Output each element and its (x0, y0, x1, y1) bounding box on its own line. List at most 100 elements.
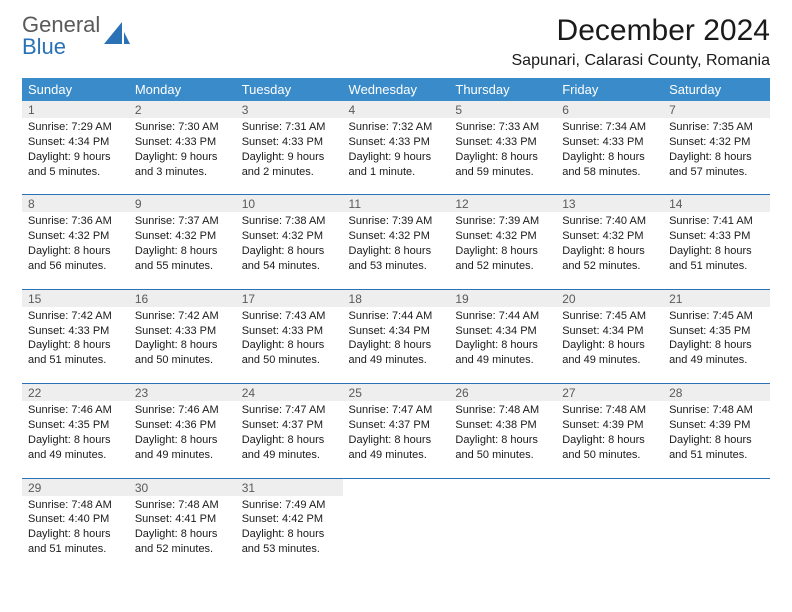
logo: General Blue (22, 14, 130, 58)
day-number: 19 (449, 290, 556, 307)
day-number: 18 (343, 290, 450, 307)
day-number: 30 (129, 479, 236, 496)
sunset-text: Sunset: 4:32 PM (28, 229, 123, 244)
daylight-text: Daylight: 8 hours and 51 minutes. (669, 433, 764, 463)
daylight-text: Daylight: 8 hours and 49 minutes. (349, 433, 444, 463)
day-header: Wednesday (343, 78, 450, 101)
sunrise-text: Sunrise: 7:47 AM (242, 403, 337, 418)
sunrise-text: Sunrise: 7:34 AM (562, 120, 657, 135)
daylight-text: Daylight: 8 hours and 53 minutes. (242, 527, 337, 557)
header: General Blue December 2024 Sapunari, Cal… (22, 14, 770, 70)
day-number: 20 (556, 290, 663, 307)
day-cell: Sunrise: 7:48 AMSunset: 4:39 PMDaylight:… (556, 401, 663, 468)
daylight-text: Daylight: 8 hours and 58 minutes. (562, 150, 657, 180)
day-number: 29 (22, 479, 129, 496)
sunset-text: Sunset: 4:33 PM (135, 324, 230, 339)
sunrise-text: Sunrise: 7:45 AM (669, 309, 764, 324)
sunrise-text: Sunrise: 7:44 AM (455, 309, 550, 324)
sunrise-text: Sunrise: 7:48 AM (135, 498, 230, 513)
day-header: Thursday (449, 78, 556, 101)
sunset-text: Sunset: 4:33 PM (349, 135, 444, 150)
day-number: 11 (343, 195, 450, 212)
day-number: 4 (343, 101, 450, 118)
sunrise-text: Sunrise: 7:30 AM (135, 120, 230, 135)
sunrise-text: Sunrise: 7:32 AM (349, 120, 444, 135)
day-number-row: 891011121314 (22, 195, 770, 212)
sunset-text: Sunset: 4:41 PM (135, 512, 230, 527)
day-data-row: Sunrise: 7:42 AMSunset: 4:33 PMDaylight:… (22, 307, 770, 374)
day-number: 3 (236, 101, 343, 118)
daylight-text: Daylight: 8 hours and 52 minutes. (562, 244, 657, 274)
day-number: 6 (556, 101, 663, 118)
sunrise-text: Sunrise: 7:35 AM (669, 120, 764, 135)
day-cell: Sunrise: 7:47 AMSunset: 4:37 PMDaylight:… (236, 401, 343, 468)
logo-text-general: General (22, 14, 100, 36)
sunrise-text: Sunrise: 7:33 AM (455, 120, 550, 135)
day-number-row: 15161718192021 (22, 290, 770, 307)
daylight-text: Daylight: 8 hours and 55 minutes. (135, 244, 230, 274)
day-cell: Sunrise: 7:34 AMSunset: 4:33 PMDaylight:… (556, 118, 663, 185)
sunrise-text: Sunrise: 7:37 AM (135, 214, 230, 229)
day-number: 24 (236, 384, 343, 401)
daylight-text: Daylight: 9 hours and 1 minute. (349, 150, 444, 180)
daylight-text: Daylight: 8 hours and 51 minutes. (28, 338, 123, 368)
day-number: 16 (129, 290, 236, 307)
day-number: 12 (449, 195, 556, 212)
daylight-text: Daylight: 8 hours and 50 minutes. (455, 433, 550, 463)
sunset-text: Sunset: 4:32 PM (455, 229, 550, 244)
daylight-text: Daylight: 8 hours and 49 minutes. (669, 338, 764, 368)
sunset-text: Sunset: 4:35 PM (28, 418, 123, 433)
daylight-text: Daylight: 8 hours and 50 minutes. (242, 338, 337, 368)
day-number: 31 (236, 479, 343, 496)
day-cell: Sunrise: 7:36 AMSunset: 4:32 PMDaylight:… (22, 212, 129, 279)
day-number: 2 (129, 101, 236, 118)
day-cell: Sunrise: 7:41 AMSunset: 4:33 PMDaylight:… (663, 212, 770, 279)
day-data-row: Sunrise: 7:46 AMSunset: 4:35 PMDaylight:… (22, 401, 770, 468)
day-number: 14 (663, 195, 770, 212)
sunset-text: Sunset: 4:32 PM (669, 135, 764, 150)
day-cell: Sunrise: 7:40 AMSunset: 4:32 PMDaylight:… (556, 212, 663, 279)
day-cell: Sunrise: 7:31 AMSunset: 4:33 PMDaylight:… (236, 118, 343, 185)
day-number: 1 (22, 101, 129, 118)
logo-text-blue: Blue (22, 36, 100, 58)
day-cell: Sunrise: 7:48 AMSunset: 4:41 PMDaylight:… (129, 496, 236, 563)
daylight-text: Daylight: 8 hours and 49 minutes. (28, 433, 123, 463)
sunset-text: Sunset: 4:40 PM (28, 512, 123, 527)
sunrise-text: Sunrise: 7:46 AM (135, 403, 230, 418)
day-number: 21 (663, 290, 770, 307)
day-cell: Sunrise: 7:46 AMSunset: 4:35 PMDaylight:… (22, 401, 129, 468)
sunrise-text: Sunrise: 7:39 AM (455, 214, 550, 229)
day-number: 23 (129, 384, 236, 401)
day-cell: Sunrise: 7:48 AMSunset: 4:39 PMDaylight:… (663, 401, 770, 468)
sunset-text: Sunset: 4:33 PM (455, 135, 550, 150)
day-number: 15 (22, 290, 129, 307)
day-cell: Sunrise: 7:37 AMSunset: 4:32 PMDaylight:… (129, 212, 236, 279)
sunrise-text: Sunrise: 7:29 AM (28, 120, 123, 135)
sunrise-text: Sunrise: 7:38 AM (242, 214, 337, 229)
sunrise-text: Sunrise: 7:48 AM (669, 403, 764, 418)
day-cell: Sunrise: 7:43 AMSunset: 4:33 PMDaylight:… (236, 307, 343, 374)
day-data-row: Sunrise: 7:29 AMSunset: 4:34 PM Daylight:… (22, 118, 770, 185)
sunset-text: Sunset: 4:33 PM (135, 135, 230, 150)
day-number: 22 (22, 384, 129, 401)
sunset-text: Sunset: 4:39 PM (669, 418, 764, 433)
sunrise-text: Sunrise: 7:44 AM (349, 309, 444, 324)
sunset-text: Sunset: 4:37 PM (242, 418, 337, 433)
sunrise-text: Sunrise: 7:48 AM (562, 403, 657, 418)
day-cell: Sunrise: 7:32 AMSunset: 4:33 PMDaylight:… (343, 118, 450, 185)
sunset-text: Sunset: 4:33 PM (28, 324, 123, 339)
sunset-text: Sunset: 4:32 PM (135, 229, 230, 244)
sunset-text: Sunset: 4:34 PM (28, 135, 123, 150)
daylight-text: Daylight: 8 hours and 49 minutes. (349, 338, 444, 368)
day-number: 26 (449, 384, 556, 401)
day-number-row: 22232425262728 (22, 384, 770, 401)
daylight-text: Daylight: 8 hours and 50 minutes. (135, 338, 230, 368)
daylight-text: Daylight: 8 hours and 49 minutes. (135, 433, 230, 463)
day-header: Tuesday (236, 78, 343, 101)
daylight-text: Daylight: 8 hours and 51 minutes. (669, 244, 764, 274)
daylight-text: Daylight: 8 hours and 49 minutes. (242, 433, 337, 463)
daylight-text: Daylight: 8 hours and 53 minutes. (349, 244, 444, 274)
sunrise-text: Sunrise: 7:45 AM (562, 309, 657, 324)
sunrise-text: Sunrise: 7:43 AM (242, 309, 337, 324)
sunset-text: Sunset: 4:33 PM (562, 135, 657, 150)
